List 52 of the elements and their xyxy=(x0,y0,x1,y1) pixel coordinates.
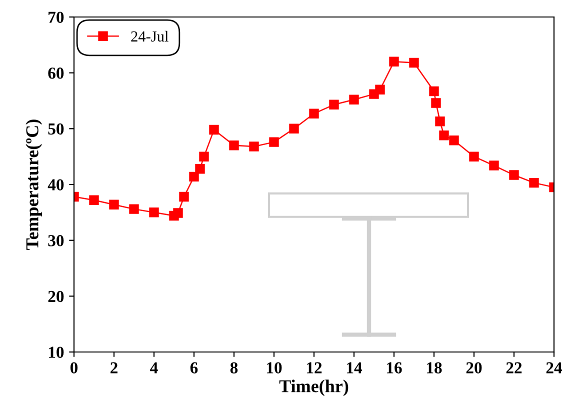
point xyxy=(389,56,399,67)
point xyxy=(409,58,419,68)
point xyxy=(529,178,539,188)
point xyxy=(431,98,441,108)
point xyxy=(439,130,449,140)
point xyxy=(375,84,385,94)
point xyxy=(289,124,299,134)
x-tick-label: 4 xyxy=(150,362,158,374)
x-tick-label: 24 xyxy=(546,362,562,374)
point xyxy=(489,160,499,170)
point xyxy=(129,204,139,214)
x-tick-label: 14 xyxy=(347,362,362,374)
y-axis-title: Temperature(ºC) xyxy=(26,120,42,250)
x-tick-label: 16 xyxy=(387,362,402,374)
x-tick-label: 20 xyxy=(466,362,482,374)
point xyxy=(89,195,99,205)
x-tick-label: 22 xyxy=(506,362,522,374)
x-tick-label: 12 xyxy=(307,362,322,374)
y-tick-label: 20 xyxy=(48,290,64,302)
y-tick-label: 70 xyxy=(48,12,64,23)
point xyxy=(269,137,279,147)
point xyxy=(249,142,259,152)
x-tick-label: 0 xyxy=(70,362,78,374)
y-tick-label: 60 xyxy=(48,68,64,79)
point xyxy=(149,208,159,218)
point xyxy=(349,94,359,104)
x-tick-label: 10 xyxy=(267,362,282,374)
point xyxy=(449,136,459,146)
x-axis-title: Time(hr) xyxy=(279,380,348,396)
x-tick-label: 8 xyxy=(230,362,238,374)
y-tick-label: 10 xyxy=(48,346,64,358)
point xyxy=(329,100,339,110)
point xyxy=(195,164,205,174)
point xyxy=(429,86,439,96)
x-tick-label: 6 xyxy=(190,362,198,374)
point xyxy=(199,152,209,162)
point xyxy=(435,116,445,126)
point xyxy=(179,192,189,202)
point xyxy=(209,124,219,135)
x-tick-label: 2 xyxy=(110,362,118,374)
point xyxy=(469,152,479,162)
y-tick-label: 30 xyxy=(48,235,64,246)
y-tick-label: 50 xyxy=(48,123,64,135)
x-tick-label: 18 xyxy=(427,362,442,374)
point xyxy=(229,140,239,150)
point xyxy=(109,200,119,210)
point xyxy=(173,208,183,218)
legend-label: 24-Jul xyxy=(131,30,168,42)
point xyxy=(509,170,519,180)
point xyxy=(189,172,199,182)
y-tick-label: 40 xyxy=(48,179,64,190)
point xyxy=(309,108,319,118)
